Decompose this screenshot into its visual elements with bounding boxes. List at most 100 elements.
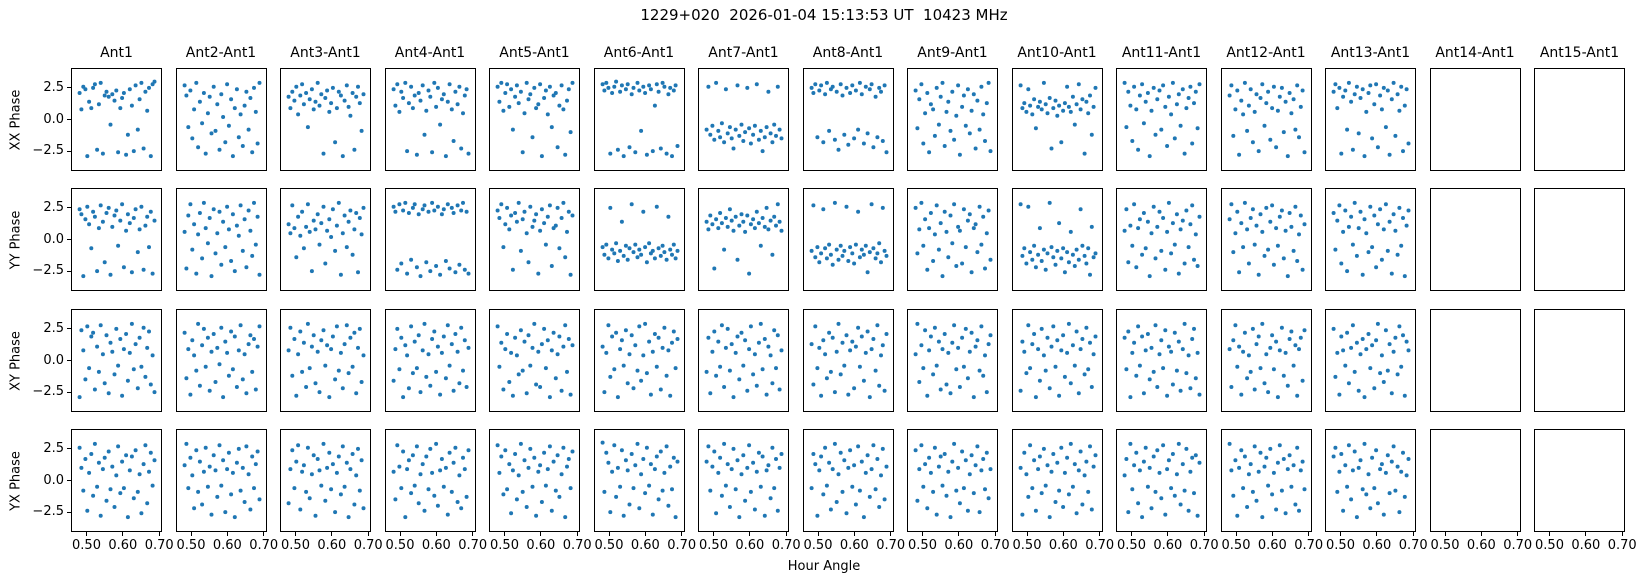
scatter-point: [652, 467, 657, 472]
scatter-point: [832, 441, 837, 446]
scatter-point: [1362, 395, 1367, 400]
scatter-point: [309, 269, 314, 274]
scatter-point: [718, 455, 723, 460]
scatter-point: [321, 328, 326, 333]
scatter-point: [1360, 272, 1365, 277]
scatter-point: [95, 147, 100, 152]
x-tick: [1308, 532, 1310, 536]
scatter-point: [714, 511, 719, 516]
scatter-point: [542, 450, 547, 455]
scatter-point: [207, 94, 212, 99]
scatter-point: [98, 513, 103, 518]
scatter-point: [1277, 214, 1282, 219]
scatter-point: [741, 219, 746, 224]
scatter-point: [1054, 460, 1059, 465]
scatter-point: [445, 202, 450, 207]
scatter-point: [779, 348, 784, 353]
scatter-canvas: [1018, 80, 1097, 156]
scatter-point: [110, 349, 115, 354]
scatter-point: [1033, 265, 1038, 270]
scatter-point: [1039, 326, 1044, 331]
scatter-point: [1153, 489, 1158, 494]
scatter-point: [1246, 103, 1251, 108]
scatter-point: [313, 513, 318, 518]
scatter-point: [323, 498, 328, 503]
scatter-point: [1346, 381, 1351, 386]
scatter-point: [246, 127, 251, 132]
x-tick-label: 0.70: [144, 538, 174, 553]
scatter-point: [1401, 333, 1405, 338]
scatter-point: [183, 266, 188, 271]
scatter-point: [214, 231, 219, 236]
scatter-point: [199, 256, 204, 261]
scatter-point: [1172, 136, 1177, 141]
scatter-point: [770, 381, 775, 386]
scatter-point: [209, 512, 213, 517]
scatter-point: [524, 505, 529, 509]
scatter-point: [855, 325, 860, 330]
scatter-point: [876, 505, 881, 509]
scatter-canvas: [182, 441, 261, 520]
scatter-point: [1292, 343, 1297, 348]
scatter-point: [286, 348, 291, 353]
scatter-point: [775, 84, 780, 89]
scatter-point: [723, 87, 728, 92]
scatter-point: [89, 334, 94, 339]
scatter-point: [849, 251, 854, 256]
x-tick: [1480, 532, 1482, 536]
scatter-point: [1027, 443, 1032, 448]
scatter-point: [513, 452, 518, 456]
scatter-point: [555, 352, 560, 357]
x-tick-label: 0.70: [458, 538, 488, 553]
scatter-point: [878, 89, 883, 94]
scatter-point: [1389, 391, 1394, 396]
scatter-point: [1176, 441, 1181, 446]
scatter-point: [217, 209, 221, 214]
scatter-point: [120, 393, 125, 398]
scatter-point: [601, 88, 606, 93]
scatter-point: [631, 85, 635, 90]
scatter-point: [1132, 463, 1137, 468]
x-tick: [749, 532, 751, 536]
scatter-point: [921, 484, 926, 489]
scatter-point: [557, 334, 562, 339]
x-tick: [1203, 532, 1205, 536]
scatter-point: [1068, 229, 1073, 234]
scatter-point: [340, 386, 345, 391]
scatter-point: [1058, 445, 1063, 450]
scatter-point: [451, 211, 456, 215]
scatter-point: [1192, 101, 1196, 106]
scatter-point: [625, 381, 630, 386]
scatter-point: [423, 374, 428, 379]
subplot-YY-Ant7-Ant1: [698, 188, 789, 291]
scatter-point: [946, 350, 951, 355]
scatter-point: [1277, 94, 1282, 99]
scatter-point: [1352, 200, 1357, 205]
scatter-canvas: [77, 441, 157, 520]
scatter-point: [1298, 468, 1303, 473]
scatter-point: [464, 385, 469, 389]
scatter-point: [774, 133, 778, 138]
scatter-point: [1389, 271, 1394, 276]
scatter-point: [810, 382, 815, 387]
scatter-point: [1362, 154, 1367, 159]
scatter-point: [830, 84, 835, 89]
scatter-point: [950, 459, 955, 464]
scatter-point: [975, 98, 980, 103]
scatter-point: [325, 228, 330, 233]
scatter-point: [433, 441, 438, 446]
scatter-point: [559, 216, 564, 220]
scatter-point: [948, 213, 953, 218]
scatter-point: [92, 82, 97, 87]
scatter-canvas: [913, 200, 993, 279]
scatter-point: [1397, 205, 1402, 210]
scatter-point: [1180, 462, 1185, 467]
scatter-point: [851, 261, 856, 266]
scatter-point: [1072, 122, 1077, 127]
scatter-point: [627, 246, 631, 251]
scatter-point: [412, 93, 417, 98]
scatter-point: [652, 103, 657, 108]
scatter-point: [435, 204, 440, 209]
scatter-point: [1134, 373, 1139, 378]
